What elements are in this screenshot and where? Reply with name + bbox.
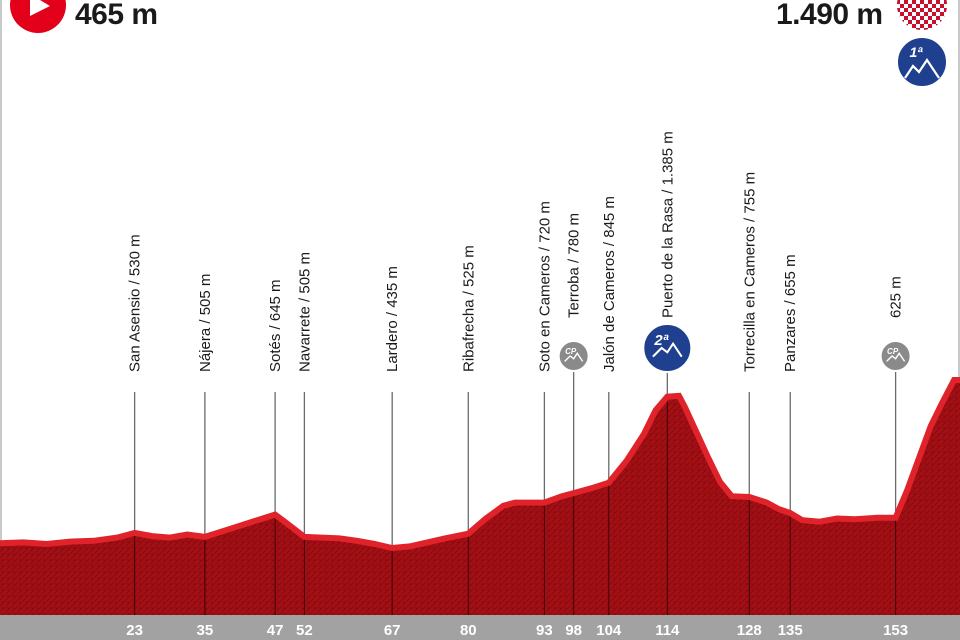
- finish-flag-icon: [895, 0, 949, 32]
- km-label: 23: [126, 622, 143, 639]
- km-axis-labels: 23 35 47 52 67 80 93 98 104 114 128 135 153: [126, 622, 908, 639]
- elevation-ridge: [0, 377, 960, 552]
- badge-label: CP: [565, 347, 577, 356]
- km-label: 47: [267, 622, 284, 639]
- point-leader-lines-front: [134, 396, 897, 615]
- play-icon: [30, 0, 50, 16]
- km-label: 52: [296, 622, 313, 639]
- climb-badge: 2ª: [642, 323, 693, 373]
- km-label: 135: [778, 622, 803, 639]
- km-label: 153: [883, 622, 908, 639]
- place-label: Sotés / 645 m: [267, 279, 284, 372]
- place-label: San Asensio / 530 m: [127, 234, 144, 372]
- km-axis-band: [0, 615, 960, 640]
- km-label: 128: [737, 622, 762, 639]
- mountain-icon: [904, 58, 940, 79]
- elevation-area: [0, 380, 960, 615]
- finish-climb-badge: 1ª: [896, 36, 948, 88]
- place-label: Torrecilla en Cameros / 755 m: [741, 172, 758, 372]
- km-label: 93: [536, 622, 553, 639]
- place-label: Puerto de la Rasa / 1.385 m: [659, 131, 676, 318]
- place-label: Panzares / 655 m: [782, 254, 799, 372]
- km-label: 67: [384, 622, 401, 639]
- place-labels: San Asensio / 530 m Nájera / 505 m Sotés /…: [127, 131, 905, 372]
- finish-elevation: 1.490 m: [776, 0, 883, 31]
- point-leader-lines: [133, 370, 897, 548]
- mountain-icon: [886, 352, 906, 362]
- sprint-badge: CP: [557, 340, 590, 372]
- km-label: 98: [565, 622, 582, 639]
- place-label: Nájera / 505 m: [197, 274, 214, 372]
- finish-climb-category: 1ª: [910, 44, 924, 60]
- mountain-icon: [652, 341, 683, 358]
- km-label: 104: [596, 622, 622, 639]
- km-label: 80: [460, 622, 477, 639]
- badge-label: 2ª: [653, 332, 668, 349]
- place-label: Navarrete / 505 m: [296, 252, 313, 372]
- place-label: Soto en Cameros / 720 m: [536, 201, 553, 372]
- place-label: Lardero / 435 m: [384, 266, 401, 372]
- start-marker: [10, 0, 66, 33]
- place-label: Ribafrecha / 525 m: [460, 245, 477, 372]
- place-label: Jalón de Cameros / 845 m: [601, 196, 618, 372]
- sprint-badge: CP: [879, 340, 912, 372]
- km-label: 114: [655, 622, 680, 639]
- km-label: 35: [197, 622, 214, 639]
- start-elevation: 465 m: [75, 0, 158, 31]
- mountain-icon: [564, 352, 584, 362]
- place-label: Terroba / 780 m: [566, 213, 583, 318]
- badge-label: CP: [887, 347, 899, 356]
- point-badges: CP 2ª CP: [557, 323, 912, 373]
- place-label: 625 m: [888, 276, 905, 318]
